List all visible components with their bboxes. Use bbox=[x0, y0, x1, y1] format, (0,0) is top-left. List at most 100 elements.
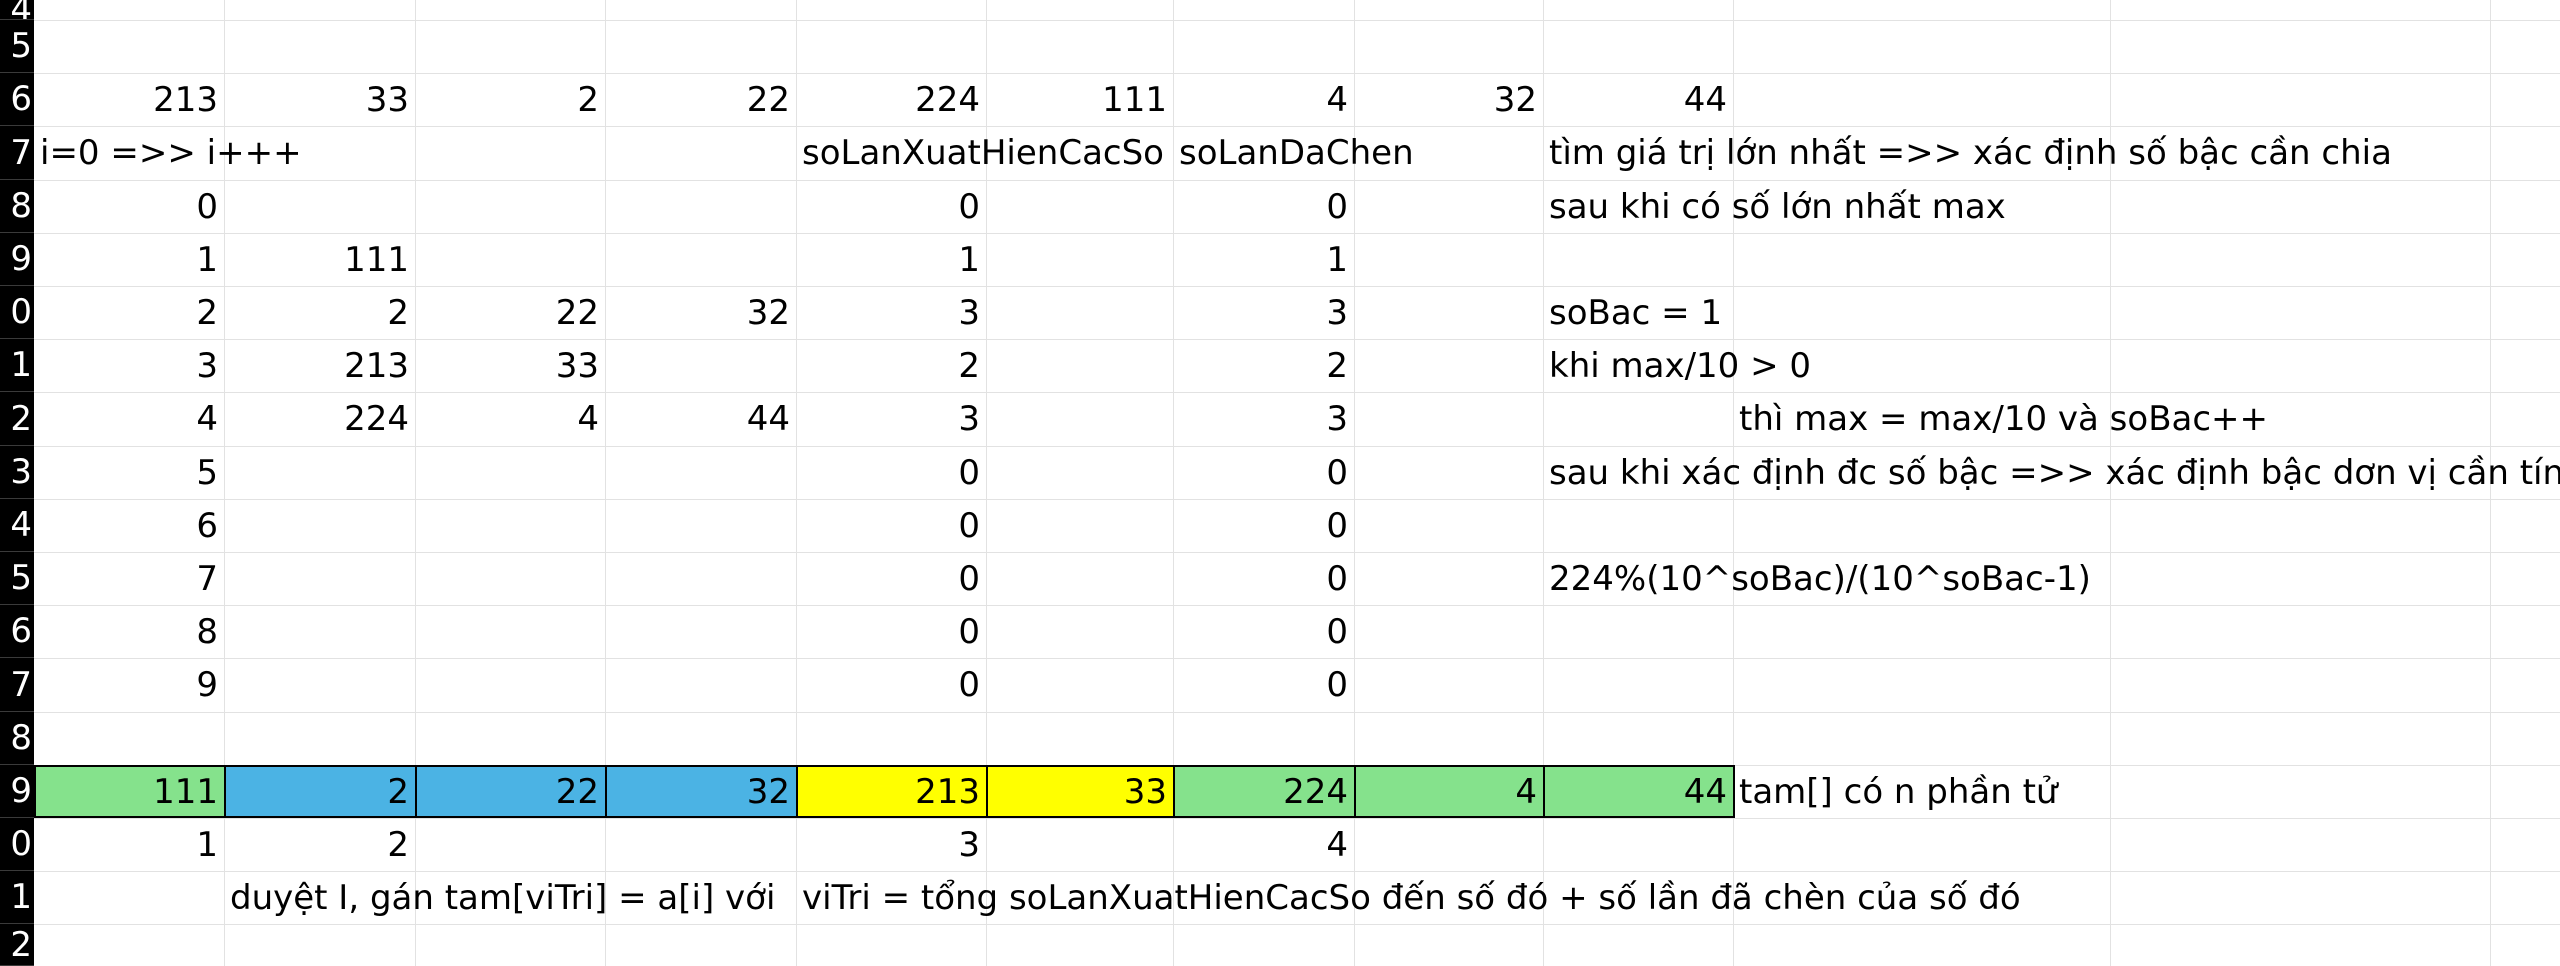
row-header[interactable]: 5 bbox=[0, 20, 34, 73]
gridline-vertical bbox=[415, 0, 416, 966]
digit-index-cell[interactable]: 1 bbox=[196, 239, 218, 280]
so-lan-xuat-hien-cell[interactable]: 1 bbox=[958, 239, 980, 280]
digit-index-cell[interactable]: 0 bbox=[196, 186, 218, 227]
digit-index-cell[interactable]: 2 bbox=[196, 292, 218, 333]
row-header[interactable]: 3 bbox=[0, 446, 34, 499]
row-header[interactable]: 1 bbox=[0, 339, 34, 392]
explanation-cell[interactable]: viTri = tổng soLanXuatHienCacSo đến số đ… bbox=[802, 877, 2021, 918]
row6-cell[interactable]: 44 bbox=[1683, 79, 1727, 120]
bucket-value-cell[interactable]: 32 bbox=[746, 292, 790, 333]
row6-cell[interactable]: 33 bbox=[365, 79, 409, 120]
tam-array-cell[interactable]: 44 bbox=[1543, 765, 1735, 818]
row-header[interactable]: 6 bbox=[0, 605, 34, 658]
bucket-value-cell[interactable]: 111 bbox=[344, 239, 409, 280]
note-cell[interactable]: sau khi xác định đc số bậc =>> xác định … bbox=[1549, 452, 2560, 493]
row-header[interactable]: 7 bbox=[0, 126, 34, 180]
bucket-value-cell[interactable]: 213 bbox=[344, 345, 409, 386]
bucket-value-cell[interactable]: 2 bbox=[387, 292, 409, 333]
row6-cell[interactable]: 4 bbox=[1326, 79, 1348, 120]
row-header[interactable]: 2 bbox=[0, 924, 34, 966]
so-lan-xuat-hien-cell[interactable]: 3 bbox=[958, 399, 980, 439]
row-header[interactable]: 9 bbox=[0, 765, 34, 818]
tam-array-cell[interactable]: 111 bbox=[34, 765, 226, 818]
so-lan-xuat-hien-cell[interactable]: 0 bbox=[958, 611, 980, 652]
so-lan-xuat-hien-cell[interactable]: 2 bbox=[958, 345, 980, 386]
row-header[interactable]: 2 bbox=[0, 392, 34, 446]
gridline-horizontal bbox=[34, 712, 2560, 713]
digit-index-cell[interactable]: 5 bbox=[196, 452, 218, 493]
digit-index-cell[interactable]: 6 bbox=[196, 505, 218, 546]
row-header[interactable]: 4 bbox=[0, 0, 34, 20]
tam-array-cell[interactable]: 213 bbox=[796, 765, 988, 818]
note-cell[interactable]: sau khi có số lớn nhất max bbox=[1549, 186, 2006, 227]
row-header[interactable]: 8 bbox=[0, 712, 34, 765]
gridline-vertical bbox=[605, 0, 606, 966]
note-cell[interactable]: tìm giá trị lớn nhất =>> xác định số bậc… bbox=[1549, 133, 2392, 173]
row-header[interactable]: 5 bbox=[0, 552, 34, 605]
tam-array-cell[interactable]: 224 bbox=[1173, 765, 1356, 818]
so-lan-xuat-hien-cell[interactable]: 0 bbox=[958, 665, 980, 705]
bucket-value-cell[interactable]: 44 bbox=[746, 399, 790, 439]
digit-index-cell[interactable]: 3 bbox=[196, 345, 218, 386]
bucket-value-cell[interactable]: 33 bbox=[555, 345, 599, 386]
row6-cell[interactable]: 224 bbox=[915, 79, 980, 120]
so-lan-da-chen-cell[interactable]: 2 bbox=[1326, 345, 1348, 386]
so-lan-xuat-hien-cell[interactable]: 0 bbox=[958, 186, 980, 227]
row-header[interactable]: 7 bbox=[0, 658, 34, 712]
so-lan-da-chen-cell[interactable]: 1 bbox=[1326, 239, 1348, 280]
bucket-value-cell[interactable]: 4 bbox=[577, 399, 599, 439]
note-cell[interactable]: thì max = max/10 và soBac++ bbox=[1739, 399, 2269, 439]
row-header[interactable]: 9 bbox=[0, 233, 34, 286]
so-lan-da-chen-cell[interactable]: 0 bbox=[1326, 558, 1348, 599]
so-lan-xuat-hien-cell[interactable]: 0 bbox=[958, 505, 980, 546]
so-lan-da-chen-cell[interactable]: 0 bbox=[1326, 505, 1348, 546]
so-lan-da-chen-cell[interactable]: 0 bbox=[1326, 452, 1348, 493]
so-lan-da-chen-cell[interactable]: 0 bbox=[1326, 611, 1348, 652]
so-lan-da-chen-cell[interactable]: 3 bbox=[1326, 399, 1348, 439]
row-header[interactable]: 4 bbox=[0, 499, 34, 552]
gridline-horizontal bbox=[34, 126, 2560, 127]
row6-cell[interactable]: 22 bbox=[746, 79, 790, 120]
explanation-cell[interactable]: duyệt I, gán tam[viTri] = a[i] với bbox=[230, 877, 776, 918]
bucket-value-cell[interactable]: 22 bbox=[555, 292, 599, 333]
digit-index-cell[interactable]: 9 bbox=[196, 665, 218, 705]
header-so-lan-da-chen[interactable]: soLanDaChen bbox=[1179, 133, 1414, 173]
digit-index-cell[interactable]: 4 bbox=[196, 399, 218, 439]
so-lan-da-chen-cell[interactable]: 0 bbox=[1326, 186, 1348, 227]
digit-index-cell[interactable]: 8 bbox=[196, 611, 218, 652]
row6-cell[interactable]: 2 bbox=[577, 79, 599, 120]
row-header[interactable]: 6 bbox=[0, 73, 34, 126]
so-lan-da-chen-cell[interactable]: 3 bbox=[1326, 292, 1348, 333]
gridline-vertical bbox=[224, 0, 225, 966]
position-cell[interactable]: 1 bbox=[196, 824, 218, 865]
note-cell[interactable]: khi max/10 > 0 bbox=[1549, 345, 1812, 386]
loop-label[interactable]: i=0 =>> i+++ bbox=[40, 133, 302, 173]
header-so-lan-xuat-hien[interactable]: soLanXuatHienCacSo bbox=[802, 133, 1164, 173]
row6-cell[interactable]: 32 bbox=[1493, 79, 1537, 120]
tam-array-cell[interactable]: 2 bbox=[224, 765, 417, 818]
row6-cell[interactable]: 213 bbox=[153, 79, 218, 120]
digit-index-cell[interactable]: 7 bbox=[196, 558, 218, 599]
so-lan-xuat-hien-cell[interactable]: 0 bbox=[958, 452, 980, 493]
row6-cell[interactable]: 111 bbox=[1102, 79, 1167, 120]
so-lan-xuat-hien-cell[interactable]: 0 bbox=[958, 558, 980, 599]
tam-array-cell[interactable]: 22 bbox=[415, 765, 607, 818]
note-cell[interactable]: soBac = 1 bbox=[1549, 292, 1723, 333]
position-cell[interactable]: 2 bbox=[387, 824, 409, 865]
tam-array-cell[interactable]: 4 bbox=[1354, 765, 1545, 818]
row-header[interactable]: 0 bbox=[0, 286, 34, 339]
gridline-horizontal bbox=[34, 392, 2560, 393]
note-cell[interactable]: 224%(10^soBac)/(10^soBac-1) bbox=[1549, 558, 2091, 599]
so-lan-da-chen-cell[interactable]: 0 bbox=[1326, 665, 1348, 705]
tam-label[interactable]: tam[] có n phần tử bbox=[1739, 771, 2058, 812]
so-lan-xuat-hien-cell[interactable]: 3 bbox=[958, 292, 980, 333]
tam-array-cell[interactable]: 32 bbox=[605, 765, 798, 818]
position-cell[interactable]: 4 bbox=[1326, 824, 1348, 865]
row-header[interactable]: 0 bbox=[0, 818, 34, 871]
bucket-value-cell[interactable]: 224 bbox=[344, 399, 409, 439]
row-header[interactable]: 1 bbox=[0, 871, 34, 924]
row-header[interactable]: 8 bbox=[0, 180, 34, 233]
tam-array-cell[interactable]: 33 bbox=[986, 765, 1175, 818]
position-cell[interactable]: 3 bbox=[958, 824, 980, 865]
